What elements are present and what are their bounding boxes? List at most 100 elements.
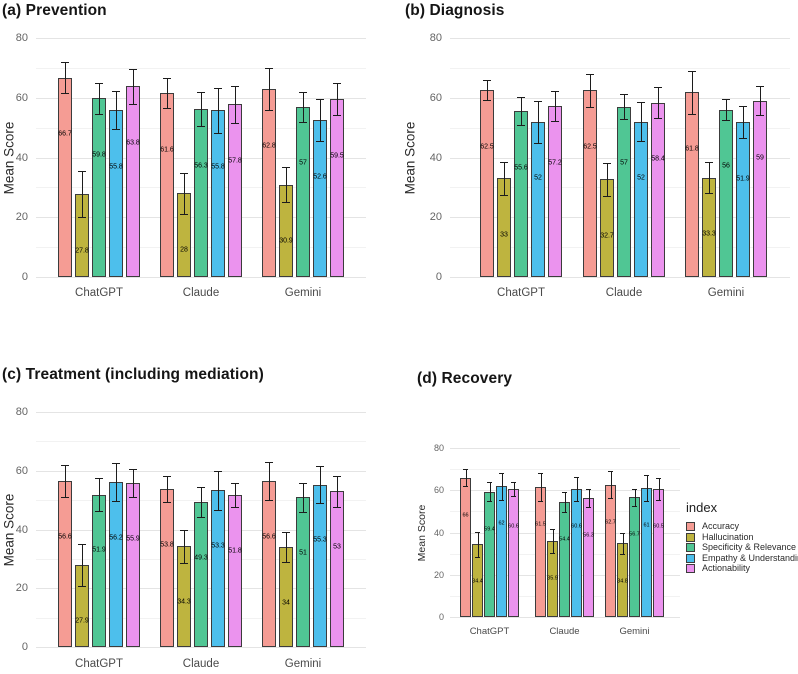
error-bar-cap [61,62,69,64]
x-category-label: Gemini [619,626,650,637]
bar-value-label: 28 [180,246,188,254]
bar-value-label: 55.8 [109,163,123,171]
error-bar [709,162,710,193]
error-bar-cap [112,91,120,93]
error-bar [564,492,566,512]
error-bar-cap [688,113,696,115]
bar-value-label: 62.7 [605,518,616,525]
bar-empathy-understanding [109,481,123,647]
bar-actionability [653,489,664,617]
legend-entry: Actionability [686,563,798,574]
bar-value-label: 51 [299,549,307,557]
bar-empathy-understanding [211,110,225,277]
error-bar [269,68,270,111]
error-bar-cap [475,556,480,558]
bar-value-label: 55.9 [126,535,140,543]
error-bar [184,172,185,214]
minor-gridline [450,67,790,69]
bar-specificity-relevance [629,497,640,617]
bar-empathy-understanding [496,486,507,617]
panel-title: (d) Recovery [417,370,513,387]
error-bar-cap [500,195,508,197]
bar-accuracy [605,484,616,617]
error-bar-cap [475,531,480,533]
bar-value-label: 51.8 [228,547,242,555]
error-bar-cap [586,73,594,75]
error-bar [99,478,100,511]
error-bar-cap [299,121,307,123]
bar-empathy-understanding [641,488,652,617]
legend-entry-label: Hallucination [702,531,754,542]
error-bar-cap [551,120,559,122]
error-bar-cap [316,98,324,100]
error-bar-cap [517,124,525,126]
bar-value-label: 52.6 [313,173,327,181]
bar-value-label: 57 [620,159,628,167]
x-category-label: ChatGPT [469,626,510,637]
bar-specificity-relevance [194,108,208,277]
error-bar-cap [129,69,137,71]
x-category-label: Gemini [284,658,322,670]
minor-gridline [36,67,366,69]
bar-value-label: 32.7 [600,232,614,240]
error-bar-cap [551,91,559,93]
error-bar-cap [688,70,696,72]
bar-value-label: 62.8 [262,142,276,150]
bar-empathy-understanding [736,121,750,277]
error-bar [286,532,287,562]
bar-specificity-relevance [296,497,310,647]
y-tick-label: 0 [438,612,444,622]
x-category-label: ChatGPT [75,287,123,299]
error-bar [538,100,539,143]
bar-value-label: 53.3 [211,542,225,550]
error-bar-cap [95,510,103,512]
legend-entry: Empathy & Understanding [686,553,798,564]
major-gridline [450,277,790,278]
legend-entry-label: Accuracy [702,521,740,531]
error-bar-cap [586,488,591,490]
bar-value-label: 58.4 [651,155,665,163]
bar-value-label: 30.9 [279,237,293,245]
error-bar-cap [574,476,579,478]
error-bar [477,531,479,557]
error-bar-cap [197,486,205,488]
y-tick-label: 0 [435,271,442,283]
error-bar-cap [61,93,69,95]
bar-value-label: 55.3 [313,536,327,544]
error-bar [133,468,134,497]
bar-actionability [228,104,242,277]
error-bar [658,87,659,118]
bar-value-label: 66.7 [58,130,72,138]
y-tick-label: 60 [15,464,28,477]
error-bar-cap [550,529,555,531]
error-bar-cap [129,496,137,498]
bar-value-label: 59.4 [484,525,495,532]
error-bar-cap [656,499,661,501]
bar-empathy-understanding [109,110,123,277]
bar-value-label: 34 [282,599,290,607]
error-bar-cap [95,114,103,116]
error-bar [692,70,693,114]
error-bar [218,87,219,133]
error-bar [501,472,503,500]
bar-empathy-understanding [211,490,225,647]
legend-swatch [686,564,695,574]
bar-value-label: 51.9 [92,546,106,554]
error-bar-cap [78,216,86,218]
error-bar-cap [112,462,120,464]
error-bar-cap [483,80,491,82]
error-bar [624,94,625,120]
error-bar [610,471,612,499]
error-bar-cap [739,138,747,140]
error-bar [167,476,168,502]
error-bar-cap [180,529,188,531]
error-bar-cap [78,586,86,588]
error-bar-cap [538,501,543,503]
y-tick-label: 80 [433,443,444,453]
error-bar [82,543,83,587]
bar-value-label: 56.7 [629,531,640,538]
bar-value-label: 61.5 [535,521,546,528]
bar-value-label: 56.2 [109,534,123,542]
x-category-label: ChatGPT [75,658,123,670]
bar-actionability [330,99,344,277]
